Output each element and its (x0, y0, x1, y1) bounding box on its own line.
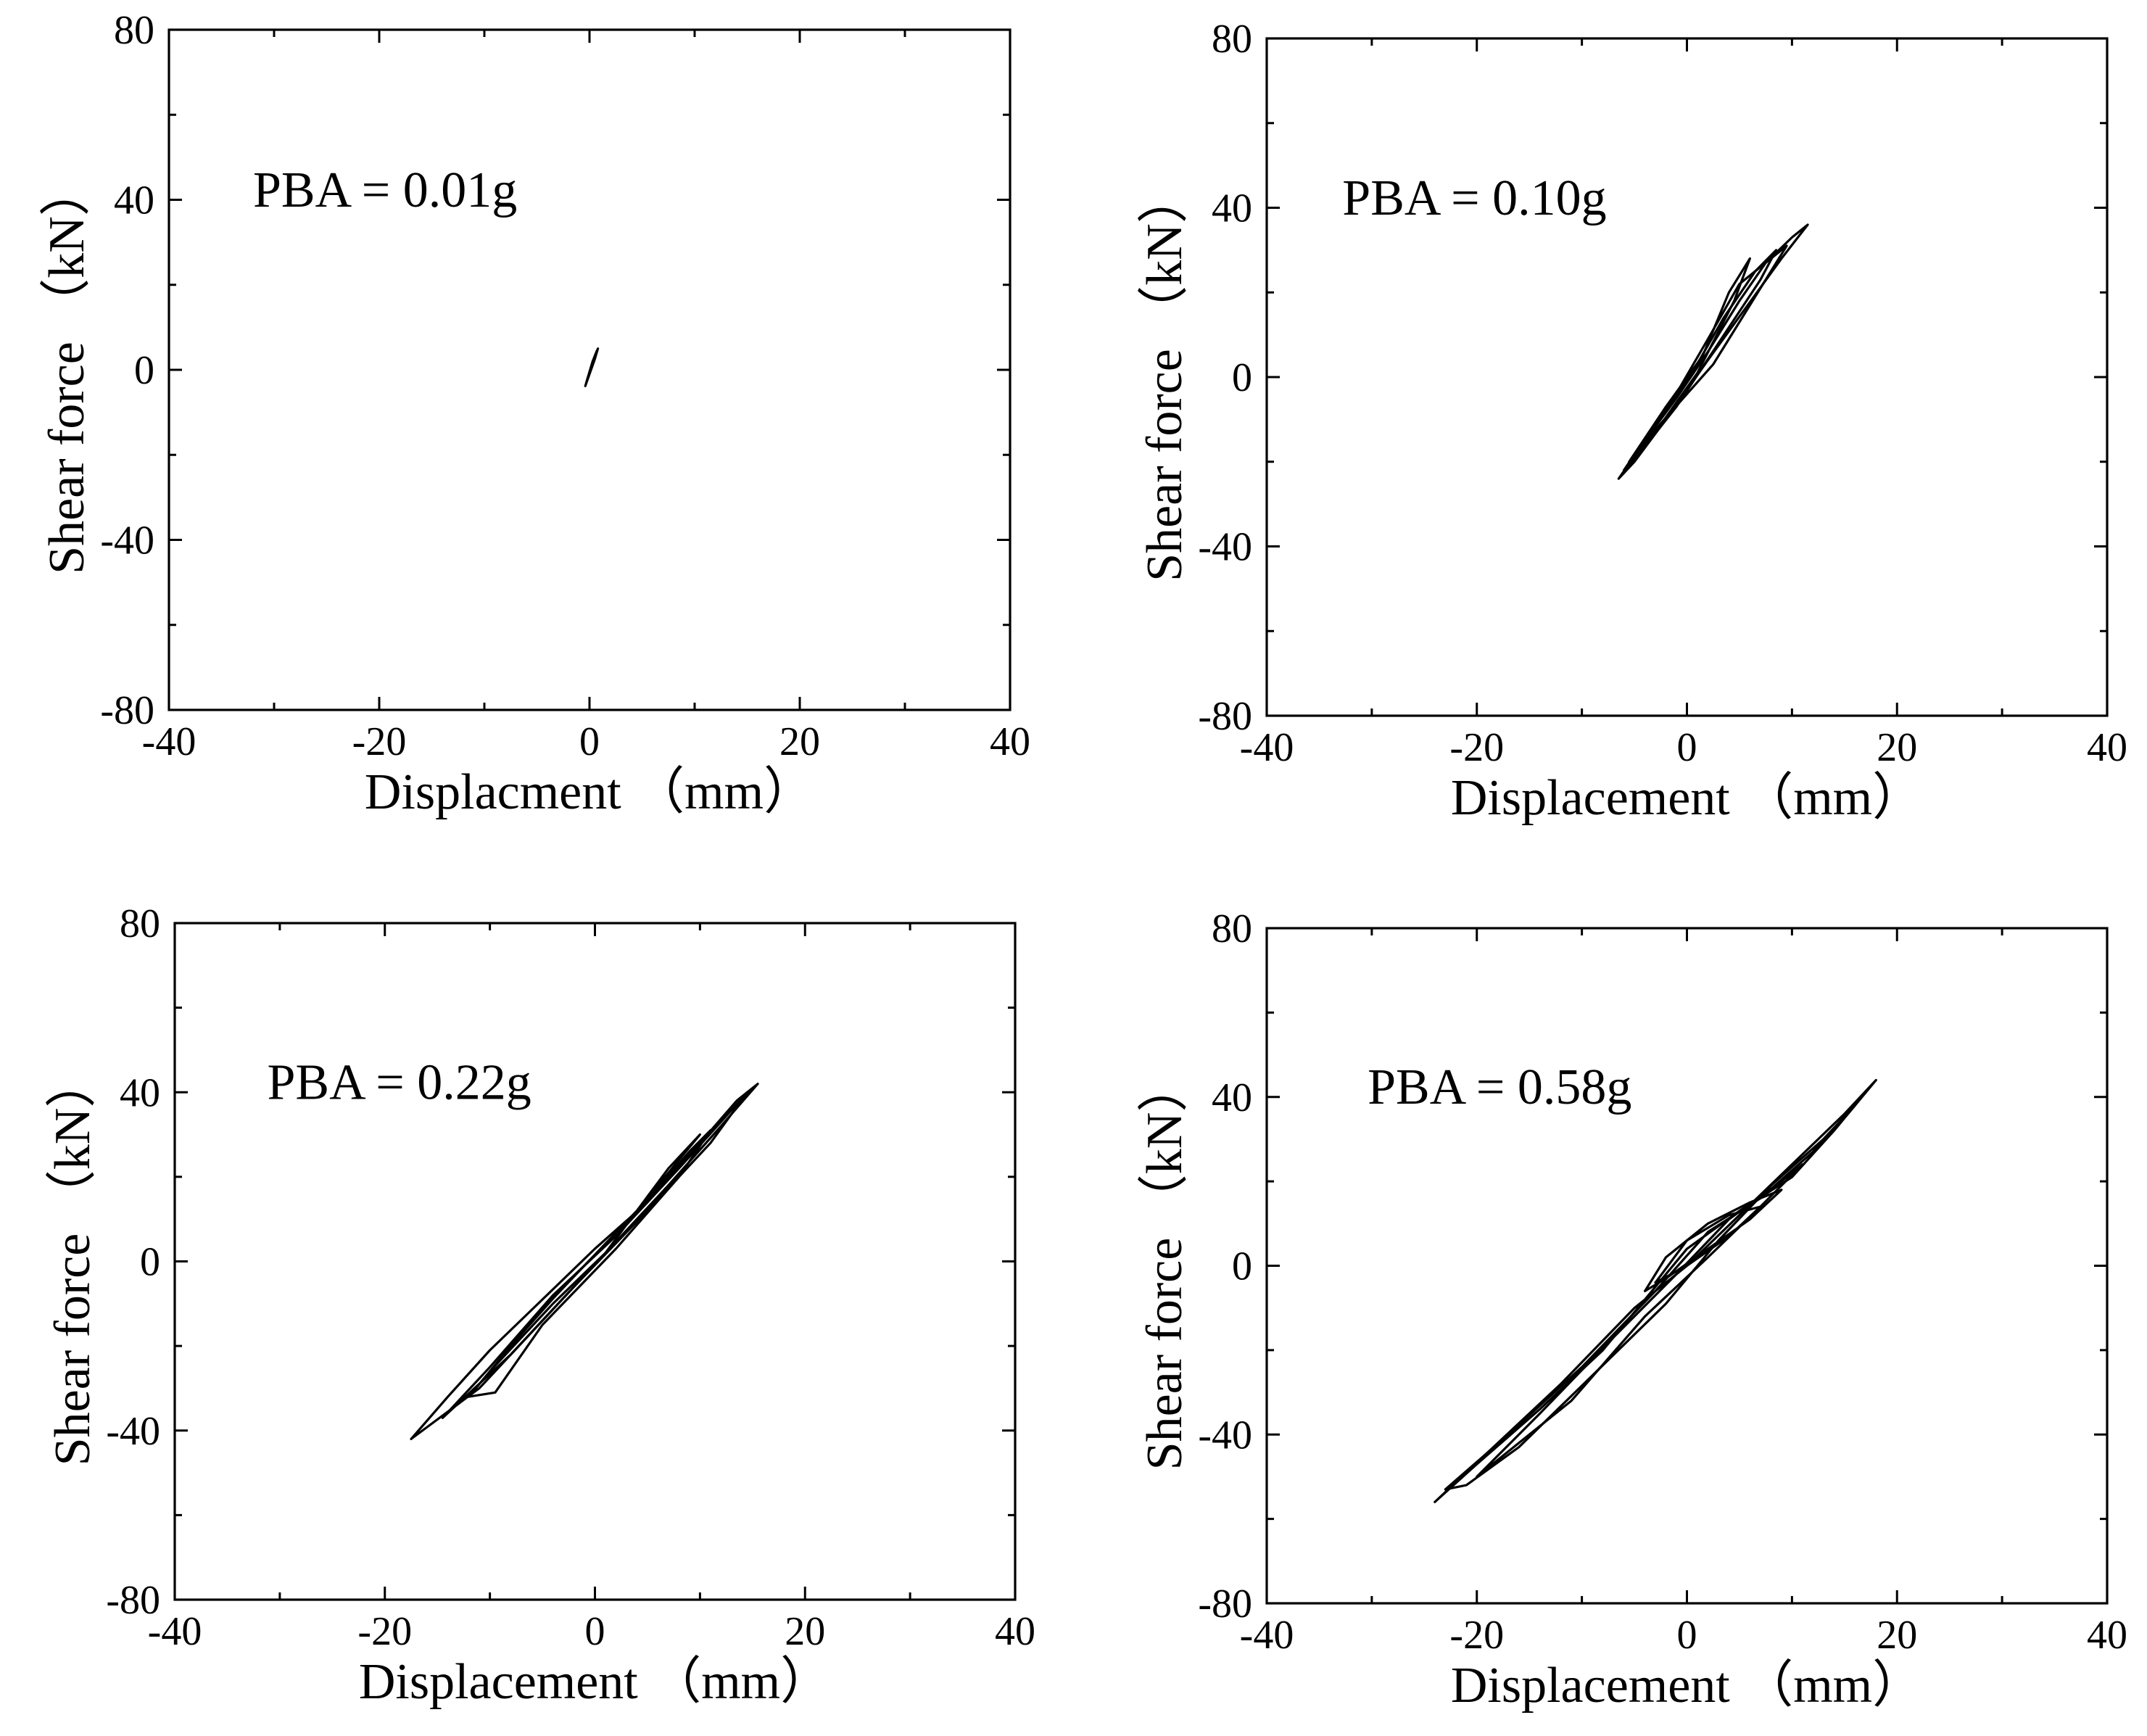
y-tick-label: -80 (100, 688, 154, 733)
pba-annotation: PBA = 0.01g (253, 162, 517, 218)
y-tick-label: -80 (1198, 694, 1252, 739)
x-tick-label: 20 (1877, 1613, 1917, 1658)
x-tick-label: 40 (995, 1609, 1035, 1654)
x-tick-label: -20 (352, 719, 407, 764)
hysteresis-loop-d-4 (1654, 1205, 1762, 1284)
y-tick-label: 80 (1212, 906, 1252, 951)
x-tick-label: -40 (148, 1609, 202, 1654)
y-tick-label: 40 (1212, 186, 1252, 231)
y-tick-label: 0 (1232, 355, 1252, 400)
y-tick-label: -40 (1198, 1413, 1252, 1458)
x-tick-label: -40 (1240, 725, 1294, 770)
x-tick-label: 20 (1877, 725, 1917, 770)
x-tick-label: -20 (1449, 725, 1504, 770)
y-tick-label: 0 (1232, 1244, 1252, 1289)
y-tick-label: -40 (1198, 525, 1252, 570)
x-axis-title: Displacement （mm） (1451, 1658, 1923, 1714)
y-axis-title: Shear force （kN） (1137, 1062, 1193, 1471)
hysteresis-loop-a-1 (584, 350, 598, 384)
hysteresis-loop-c-3 (488, 1133, 702, 1373)
hysteresis-loop-c-1 (441, 1091, 749, 1419)
pba-annotation: PBA = 0.10g (1342, 170, 1606, 226)
hysteresis-loop-d-2 (1476, 1163, 1804, 1479)
y-axis-title: Shear force （kN） (1137, 173, 1193, 582)
hysteresis-loop-b-2 (1628, 257, 1751, 463)
y-tick-label: 80 (1212, 17, 1252, 62)
y-tick-label: 40 (114, 178, 154, 223)
y-axis-title: Shear force （kN） (39, 165, 95, 574)
x-tick-label: -20 (357, 1609, 412, 1654)
x-tick-label: 0 (579, 719, 600, 764)
y-tick-label: -40 (100, 518, 154, 563)
pba-annotation: PBA = 0.58g (1368, 1059, 1631, 1115)
y-tick-label: 80 (114, 8, 154, 53)
x-axis-title: Displacement （mm） (359, 1654, 831, 1710)
hysteresis-loop-b-3 (1638, 244, 1788, 450)
y-tick-label: 0 (134, 348, 154, 393)
x-tick-label: 40 (2087, 725, 2127, 770)
x-axis-title: Displacement （mm） (1451, 770, 1923, 826)
x-tick-label: 20 (785, 1609, 825, 1654)
y-tick-label: 0 (140, 1240, 160, 1285)
x-tick-label: 0 (1677, 1613, 1697, 1658)
x-tick-label: 0 (1677, 725, 1697, 770)
hysteresis-loop-b-1 (1623, 249, 1778, 472)
x-tick-label: -40 (1240, 1613, 1294, 1658)
x-tick-label: 40 (990, 719, 1030, 764)
x-tick-label: -20 (1449, 1613, 1504, 1658)
y-axis-title: Shear force （kN） (45, 1057, 101, 1466)
y-tick-label: 40 (120, 1070, 160, 1115)
x-axis-title: Displacment （mm） (365, 764, 814, 820)
x-tick-label: 40 (2087, 1613, 2127, 1658)
y-tick-label: -80 (106, 1578, 160, 1623)
y-tick-label: -40 (106, 1409, 160, 1454)
y-tick-label: 80 (120, 901, 160, 946)
plot-frame-c (173, 922, 1017, 1601)
x-tick-label: 20 (779, 719, 820, 764)
x-tick-label: -40 (142, 719, 197, 764)
x-tick-label: 0 (585, 1609, 605, 1654)
y-tick-label: 40 (1212, 1075, 1252, 1120)
pba-annotation: PBA = 0.22g (267, 1055, 531, 1111)
y-tick-label: -80 (1198, 1582, 1252, 1627)
hysteresis-loop-c-2 (467, 1129, 712, 1398)
hysteresis-loop-d-1 (1444, 1104, 1856, 1491)
